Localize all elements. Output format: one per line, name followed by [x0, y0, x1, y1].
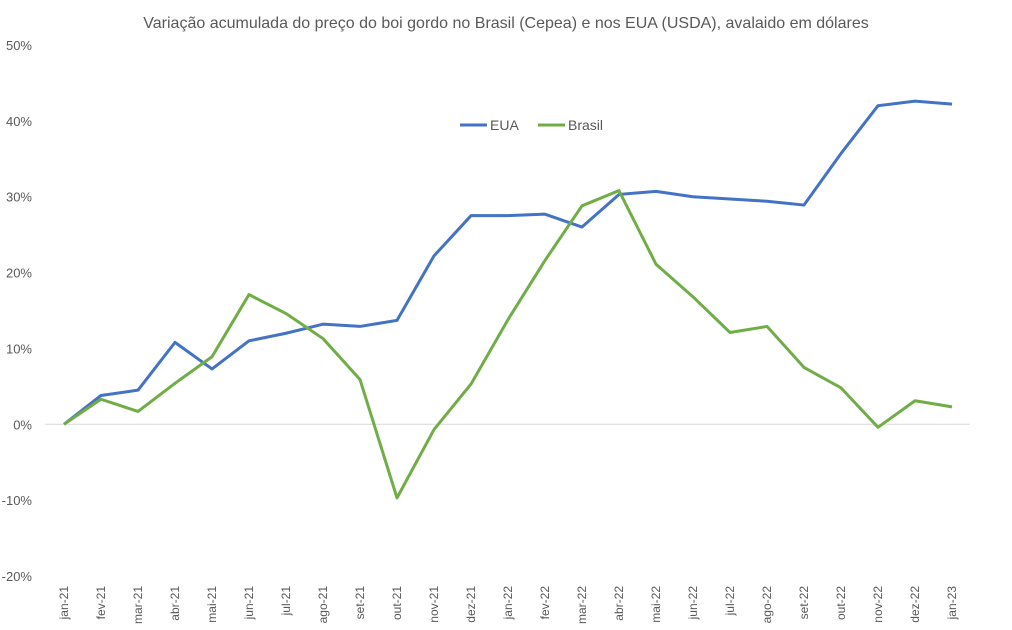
x-tick-label: mai-21	[205, 586, 219, 623]
x-tick-label: jan-22	[501, 586, 515, 621]
y-tick-label: 20%	[6, 266, 32, 281]
x-tick-label: mai-22	[649, 586, 663, 623]
x-tick-label: set-22	[797, 586, 811, 620]
y-tick-label: 50%	[6, 38, 32, 53]
y-tick-label: 0%	[13, 417, 32, 432]
x-tick-label: jul-22	[723, 586, 737, 617]
x-tick-label: jan-21	[57, 586, 71, 621]
x-tick-label: jun-21	[242, 586, 256, 621]
y-tick-label: 30%	[6, 190, 32, 205]
x-tick-label: abr-21	[168, 586, 182, 621]
x-tick-label: jan-23	[945, 586, 959, 621]
series-lines	[63, 99, 953, 500]
chart-title: Variação acumulada do preço do boi gordo…	[143, 15, 868, 32]
x-tick-label: set-21	[353, 586, 367, 620]
x-tick-label: ago-21	[316, 586, 330, 624]
x-tick-label: out-21	[390, 586, 404, 620]
x-tick-label: dez-21	[464, 586, 478, 623]
x-tick-label: mar-22	[575, 586, 589, 624]
y-axis: -20% -10% 0% 10% 20% 30% 40% 50%	[2, 38, 33, 584]
x-tick-label: abr-22	[612, 586, 626, 621]
x-tick-label: nov-22	[871, 586, 885, 623]
x-tick-label: nov-21	[427, 586, 441, 623]
legend-label-eua: EUA	[490, 117, 519, 133]
y-tick-label: -10%	[2, 493, 33, 508]
x-tick-label: mar-21	[131, 586, 145, 624]
y-tick-label: -20%	[2, 569, 33, 584]
x-tick-label: fev-21	[94, 586, 108, 620]
series-line-brasil	[63, 189, 953, 500]
x-tick-label: jul-21	[279, 586, 293, 617]
legend: EUA Brasil	[460, 117, 603, 133]
x-axis: jan-21 fev-21 mar-21 abr-21 mai-21 jun-21 jul-…	[45, 423, 970, 624]
x-tick-label: fev-22	[538, 586, 552, 620]
x-tick-label: ago-22	[760, 586, 774, 624]
legend-label-brasil: Brasil	[568, 117, 603, 133]
y-tick-label: 10%	[6, 341, 32, 356]
x-tick-label: dez-22	[908, 586, 922, 623]
x-tick-label: jun-22	[686, 586, 700, 621]
x-tick-label: out-22	[834, 586, 848, 620]
y-tick-label: 40%	[6, 114, 32, 129]
